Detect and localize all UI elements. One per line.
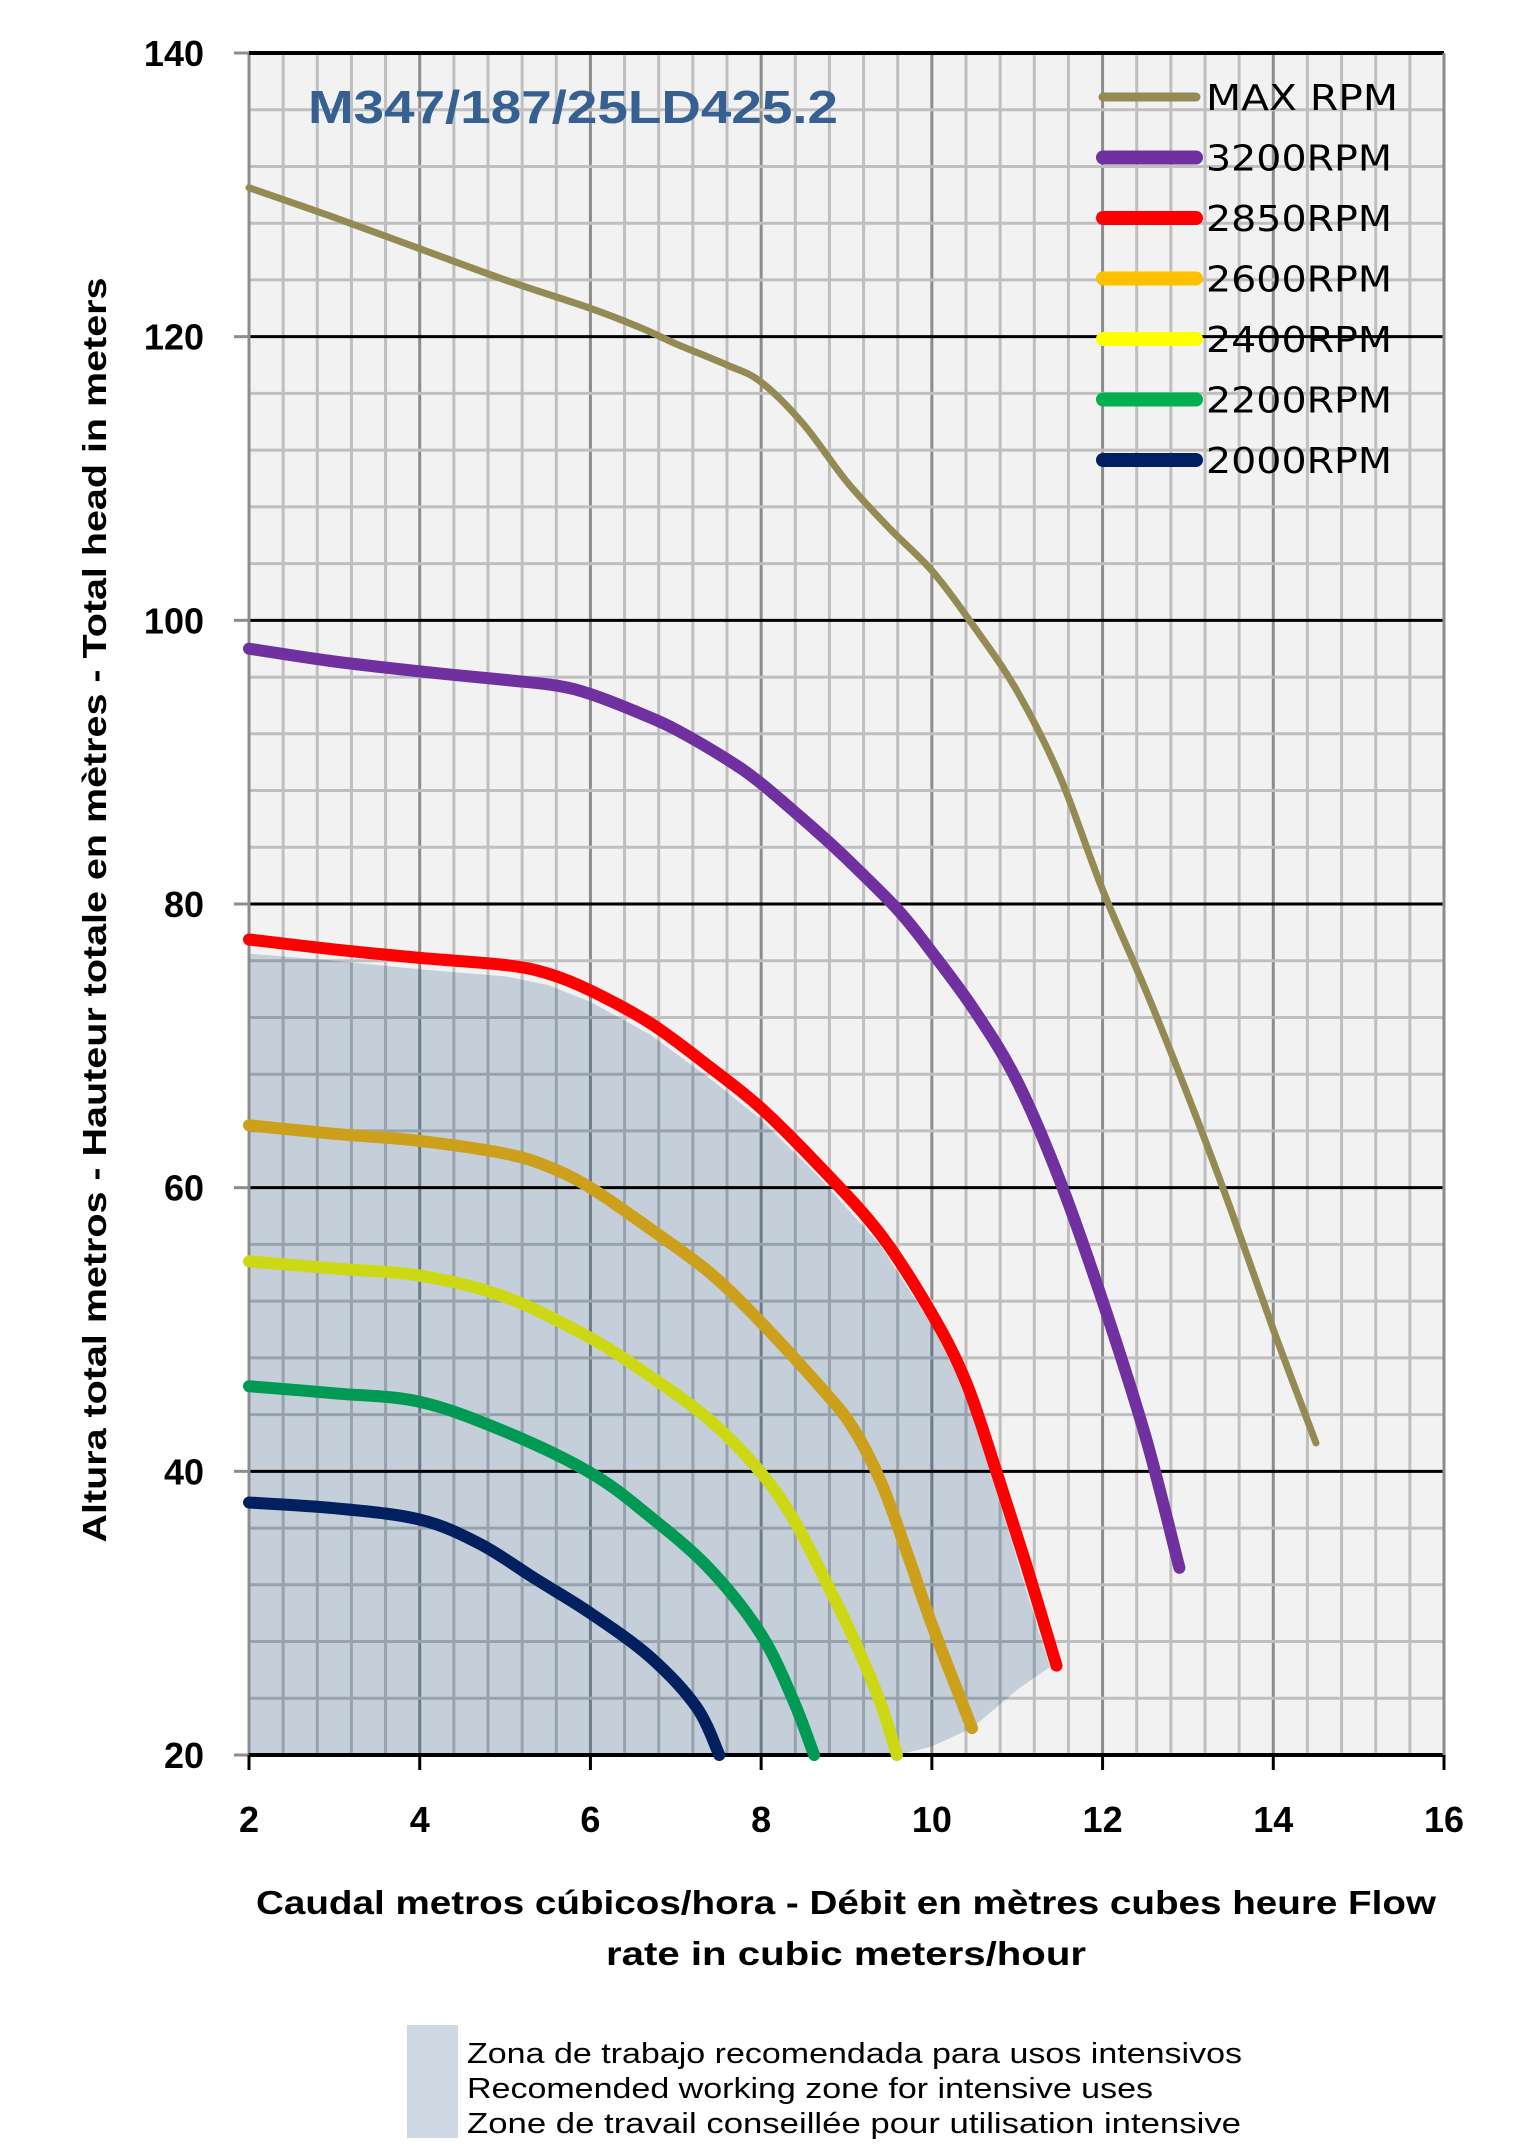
x-axis-title-line-2: rate in cubic meters/hour (606, 1935, 1086, 1972)
x-tick-label: 16 (1424, 1799, 1464, 1840)
x-tick-label: 14 (1253, 1799, 1293, 1840)
x-tick-labels: 2 4 6 8 10 12 14 16 (239, 1799, 1464, 1840)
y-tick-label: 40 (164, 1451, 204, 1492)
y-tick-labels: 20 40 60 80 100 120 140 (144, 33, 204, 1776)
zone-legend-line-2: Recomended working zone for intensive us… (467, 2073, 1153, 2105)
series-lines (243, 184, 1320, 1761)
x-tick-label: 8 (751, 1799, 771, 1840)
series-line-2200rpm (243, 1380, 821, 1761)
legend-label: 2000RPM (1206, 441, 1392, 482)
axes (234, 51, 1446, 1770)
legend-label: MAX RPM (1206, 78, 1398, 119)
legend-label: 2850RPM (1206, 199, 1392, 240)
series-line-2600rpm (243, 1119, 978, 1735)
y-axis-title: Altura total metros - Hauteur totale en … (76, 278, 113, 1543)
zone-legend-line-3: Zone de travail conseillée pour utilisat… (467, 2108, 1241, 2140)
grid-major (249, 51, 1444, 1473)
x-tick-label: 2 (239, 1799, 259, 1840)
y-tick-label: 20 (164, 1735, 204, 1776)
y-tick-label: 120 (144, 317, 204, 358)
series-line-2850rpm (243, 933, 1063, 1672)
y-tick-label: 60 (164, 1168, 204, 1209)
series-line-3200rpm (243, 642, 1186, 1574)
chart-title: M347/187/25LD425.2 (308, 81, 838, 133)
x-axis-title-line-1: Caudal metros cúbicos/hora - Débit en mè… (256, 1884, 1436, 1921)
x-tick-label: 10 (912, 1799, 952, 1840)
series-line-max-rpm (245, 184, 1320, 1447)
zone-legend-line-1: Zona de trabajo recomendada para usos in… (467, 2038, 1242, 2070)
legend-label: 2400RPM (1206, 320, 1392, 361)
legend-label: 2200RPM (1206, 381, 1392, 422)
legend: MAX RPM 3200RPM 2850RPM 2600RPM 2400RPM 2200R… (1096, 78, 1398, 482)
y-tick-label: 140 (144, 33, 204, 74)
zone-legend-swatch (407, 2025, 458, 2138)
y-tick-label: 100 (144, 600, 204, 641)
legend-label: 2600RPM (1206, 260, 1392, 301)
legend-label: 3200RPM (1206, 139, 1392, 180)
recommended-working-zone (249, 953, 1050, 1755)
x-tick-label: 12 (1083, 1799, 1123, 1840)
series-line-2000rpm (243, 1496, 726, 1761)
x-tick-label: 4 (410, 1799, 430, 1840)
x-tick-label: 6 (580, 1799, 600, 1840)
series-line-2400rpm (243, 1255, 903, 1761)
y-tick-label: 80 (164, 884, 204, 925)
